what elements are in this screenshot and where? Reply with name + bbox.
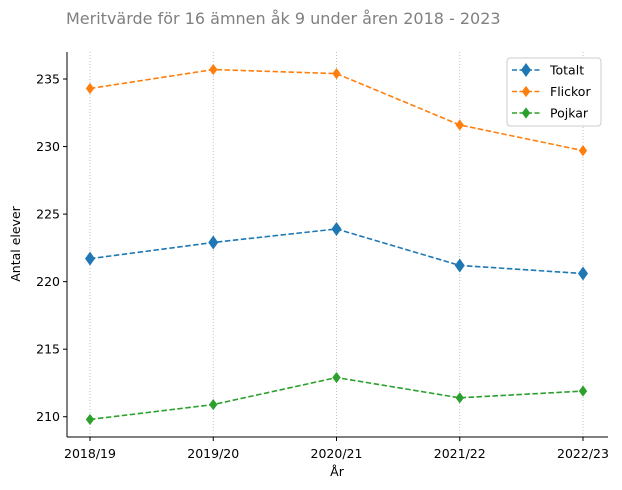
series-group: [85, 63, 588, 426]
legend-marker-pojkar: [521, 107, 531, 119]
x-ticks: 2018/19 2019/20 2020/21 2021/22 2022/23: [64, 437, 609, 461]
legend-label-flickor: Flickor: [550, 84, 591, 99]
data-point-totalt: [208, 235, 219, 250]
chart-title: Meritvärde för 16 ämnen åk 9 under åren …: [66, 9, 501, 28]
x-tick-label: 2021/22: [434, 446, 486, 461]
x-tick-label: 2020/21: [311, 446, 363, 461]
data-point-pojkar: [455, 392, 464, 404]
data-point-flickor: [578, 145, 588, 157]
legend-label-totalt: Totalt: [549, 63, 584, 78]
y-tick-label: 230: [36, 139, 60, 154]
y-tick-label: 235: [36, 72, 60, 87]
legend-marker-totalt: [521, 63, 531, 77]
data-point-totalt: [85, 251, 95, 266]
data-point-flickor: [85, 82, 95, 95]
data-point-pojkar: [332, 371, 341, 384]
series-pojkar: [85, 371, 588, 426]
data-point-totalt: [454, 258, 465, 273]
data-point-totalt: [331, 221, 342, 236]
data-point-pojkar: [578, 385, 588, 397]
x-tick-label: 2019/20: [187, 446, 239, 461]
legend-label-pojkar: Pojkar: [550, 106, 589, 121]
y-tick-label: 225: [36, 207, 60, 222]
data-point-totalt: [578, 266, 588, 281]
x-tick-label: 2022/23: [557, 446, 609, 461]
y-tick-label: 215: [36, 342, 60, 357]
y-tick-label: 210: [36, 409, 60, 424]
data-point-pojkar: [85, 413, 95, 426]
series-totalt: [85, 221, 588, 281]
y-tick-label: 220: [36, 274, 60, 289]
y-axis-label: Antal elever: [8, 205, 23, 281]
x-axis-label: År: [330, 464, 345, 479]
data-point-flickor: [332, 68, 341, 80]
legend-marker-flickor: [521, 85, 531, 98]
data-point-flickor: [209, 63, 218, 76]
legend: Totalt Flickor Pojkar: [506, 57, 602, 127]
series-line-pojkar: [89, 376, 584, 421]
x-tick-label: 2018/19: [64, 446, 116, 461]
data-point-pojkar: [209, 398, 218, 411]
y-ticks: 210 215 220 225 230 235: [36, 72, 67, 424]
data-point-flickor: [455, 119, 464, 131]
legend-box: [506, 57, 602, 127]
series-flickor: [85, 63, 588, 157]
